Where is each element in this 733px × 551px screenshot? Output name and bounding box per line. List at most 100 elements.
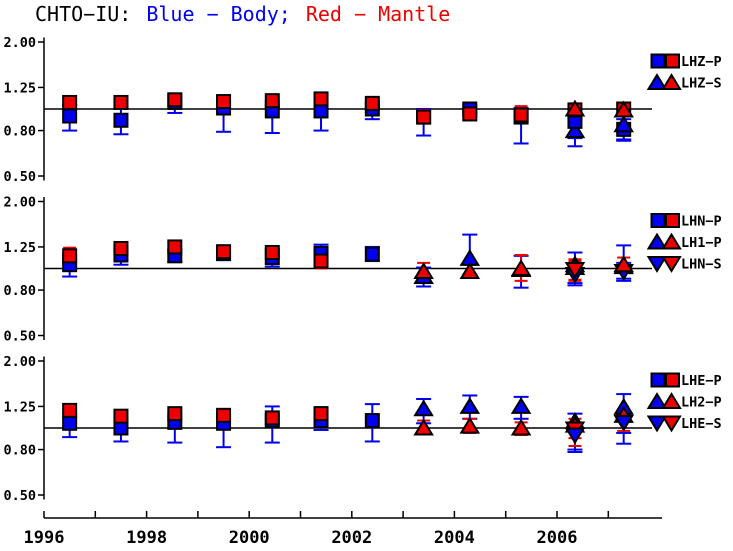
red-triangle-up-marker [413, 262, 434, 279]
data-point [510, 253, 532, 289]
red-square-marker [62, 94, 78, 110]
data-point [313, 406, 329, 431]
data-point [264, 93, 280, 135]
blue-square-marker [62, 108, 78, 124]
data-point [462, 101, 478, 122]
data-point [513, 105, 529, 145]
blue-triangle-up-marker [459, 397, 481, 414]
x-tick-label: 2004 [434, 528, 475, 548]
x-tick-label: 2000 [229, 528, 270, 548]
data-point [264, 405, 280, 444]
data-point [613, 244, 634, 282]
data-point [613, 100, 634, 142]
title-station: CHTO−IU: [35, 2, 132, 26]
red-square-marker [264, 410, 280, 426]
data-point [510, 395, 532, 437]
red-triangle-down-marker [564, 261, 586, 279]
red-triangle-up-marker [510, 259, 532, 276]
blue-square-marker [364, 246, 380, 262]
blue-triangle-up-marker [413, 399, 434, 417]
red-square-marker [313, 406, 329, 422]
data-point [364, 95, 380, 121]
x-tick-label: 1998 [126, 528, 167, 548]
y-tick-label: 0.50 [3, 329, 36, 345]
panel-LHZ: 2.00 1.25 0.80 0.50 LHZ−P LHZ−S [3, 35, 721, 185]
data-point [564, 251, 586, 287]
red-square-marker [113, 408, 129, 424]
red-triangle-up-marker [613, 100, 634, 118]
legend-red-triangle-up-icon [661, 73, 682, 90]
y-tick-label: 2.00 [3, 354, 36, 370]
data-point [167, 239, 183, 264]
data-point [264, 244, 280, 268]
blue-triangle-down-marker [564, 427, 586, 445]
legend-label: LHE−P [681, 373, 722, 389]
legend-label: LHN−P [681, 214, 722, 230]
legend-red-triangle-up-icon [661, 232, 682, 250]
legend-red-square-icon [665, 213, 680, 228]
red-square-marker [416, 109, 432, 125]
red-triangle-up-marker [459, 416, 481, 434]
blue-square-marker [364, 413, 380, 429]
red-square-marker [216, 94, 232, 110]
x-axis: 1996 1998 2000 2002 2004 2006 [24, 511, 662, 548]
data-point [364, 245, 380, 263]
legend-entry-LHZ−P: LHZ−P [650, 53, 722, 70]
red-triangle-up-marker [613, 255, 634, 273]
legend-label: LHZ−S [681, 76, 722, 92]
x-tick-label: 2002 [331, 528, 372, 548]
legend-blue-square-icon [650, 372, 666, 388]
red-square-marker [216, 407, 232, 423]
legend-label: LHN−S [681, 257, 722, 273]
data-point [613, 393, 634, 445]
data-point [459, 233, 481, 279]
y-tick-label: 2.00 [3, 35, 36, 51]
red-square-marker [313, 91, 329, 107]
data-point [564, 412, 586, 454]
legend-label: LHE−S [681, 416, 722, 432]
data-point [216, 244, 232, 262]
red-square-marker [364, 95, 380, 111]
data-point [459, 394, 481, 434]
blue-square-marker [62, 415, 78, 431]
legend-blue-triangle-up-icon [646, 232, 668, 250]
data-point [413, 261, 434, 288]
data-point [416, 108, 432, 137]
data-point [113, 408, 129, 443]
blue-triangle-up-marker [613, 115, 634, 133]
y-tick-label: 2.00 [3, 194, 36, 210]
red-square-marker [167, 92, 183, 108]
legend-red-triangle-down-icon [661, 256, 682, 273]
data-point [364, 403, 380, 443]
red-square-marker [62, 402, 78, 418]
legend-entry-LHZ−S: LHZ−S [646, 73, 722, 92]
data-point [62, 94, 78, 132]
data-point [62, 246, 78, 278]
data-point [113, 240, 129, 266]
blue-triangle-down-marker [613, 414, 634, 432]
legend-entry-LHE−P: LHE−P [650, 372, 722, 389]
y-tick-label: 1.25 [3, 80, 36, 96]
red-triangle-up-marker [510, 418, 532, 436]
red-square-marker [313, 253, 329, 269]
y-tick-label: 0.50 [3, 169, 36, 185]
red-square-marker [62, 248, 78, 264]
y-tick-label: 0.80 [3, 124, 36, 140]
legend-label: LH1−P [681, 235, 722, 251]
red-square-marker [113, 240, 129, 256]
legend-red-triangle-up-icon [661, 392, 682, 409]
blue-triangle-up-marker [510, 397, 532, 414]
red-square-marker [513, 107, 529, 123]
panel-LHE: 2.00 1.25 0.80 0.50 LHE−P LH2−P LHE−S [3, 354, 721, 504]
legend-entry-LH2−P: LH2−P [646, 392, 722, 411]
y-tick-label: 1.25 [3, 399, 36, 415]
legend-blue-triangle-down-icon [646, 415, 668, 433]
data-point [62, 402, 78, 439]
data-point [564, 99, 586, 148]
red-square-marker [167, 406, 183, 422]
red-triangle-up-marker [564, 99, 586, 117]
title-mantle-legend: Red − Mantle [305, 2, 451, 26]
data-point [413, 397, 434, 436]
